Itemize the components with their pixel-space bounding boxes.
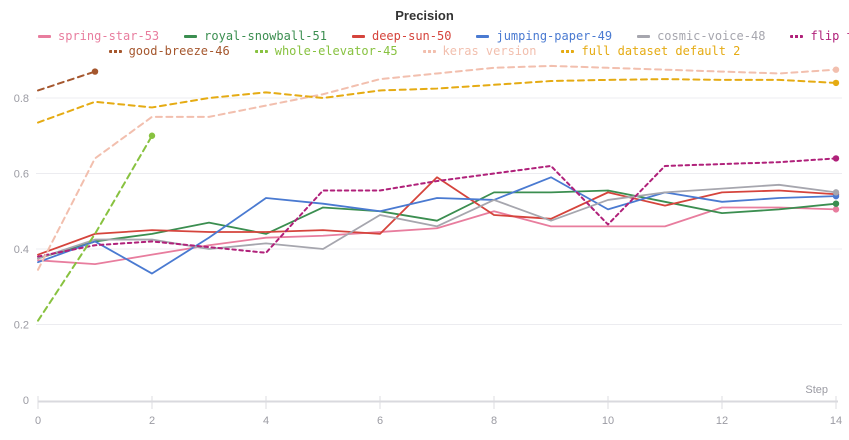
- chart-title: Precision: [395, 8, 454, 23]
- legend-item-flip-train-and-valid-sample[interactable]: flip train and valid sample: [790, 29, 849, 43]
- series-end-dot-flip-train-and-valid-sample: [832, 155, 840, 162]
- chart-legend-row-1: spring-star-53 royal-snowball-51 deep-sun-…: [0, 29, 849, 43]
- series-end-dot-cosmic-voice-48: [832, 189, 840, 196]
- legend-item-good-breeze-46[interactable]: good-breeze-46: [108, 44, 230, 58]
- series-end-dot-royal-snowball-51: [832, 200, 840, 207]
- legend-item-cosmic-voice-48[interactable]: cosmic-voice-48: [637, 29, 765, 43]
- svg-text:14: 14: [830, 415, 842, 427]
- series-flip-train-and-valid-sample: [37, 155, 840, 258]
- solid-line-swatch-icon: [351, 34, 365, 38]
- series-end-dot-good-breeze-46: [91, 68, 99, 75]
- x-axis: [37, 396, 838, 409]
- legend-label: royal-snowball-51: [204, 29, 327, 43]
- dashed-line-swatch-icon: [108, 49, 122, 53]
- series-keras-version: [37, 64, 840, 271]
- legend-label: flip train and valid sample: [810, 29, 849, 43]
- series-end-dot-spring-star-53: [832, 206, 840, 213]
- legend-label: cosmic-voice-48: [657, 29, 766, 43]
- svg-text:0.2: 0.2: [14, 320, 29, 332]
- legend-label: whole-elevator-45: [274, 44, 398, 58]
- solid-line-swatch-icon: [38, 34, 51, 38]
- solid-line-swatch-icon: [637, 34, 651, 38]
- series-end-dot-full-dataset-default-2: [832, 79, 840, 87]
- series-whole-elevator-45: [37, 132, 156, 322]
- svg-text:12: 12: [716, 415, 728, 427]
- legend-label: full dataset default 2: [581, 44, 741, 58]
- svg-text:0.4: 0.4: [14, 244, 29, 256]
- legend-label: good-breeze-46: [128, 44, 230, 58]
- svg-text:8: 8: [491, 415, 497, 427]
- svg-text:10: 10: [602, 415, 614, 427]
- legend-label: jumping-paper-49: [496, 29, 613, 43]
- series-end-dot-keras-version: [832, 66, 840, 73]
- gridlines: [36, 97, 842, 325]
- dashed-line-swatch-icon: [561, 49, 575, 53]
- solid-line-swatch-icon: [476, 34, 490, 38]
- legend-item-royal-snowball-51[interactable]: royal-snowball-51: [184, 29, 327, 43]
- series-full-dataset-default-2: [37, 78, 840, 124]
- legend-item-whole-elevator-45[interactable]: whole-elevator-45: [254, 44, 398, 58]
- svg-text:0: 0: [23, 395, 29, 407]
- legend-label: keras version: [442, 44, 537, 58]
- legend-label: spring-star-53: [58, 29, 160, 43]
- series-good-breeze-46: [37, 68, 99, 92]
- dashed-line-swatch-icon: [422, 49, 436, 53]
- legend-item-deep-sun-50[interactable]: deep-sun-50: [351, 29, 452, 43]
- svg-text:0.6: 0.6: [14, 169, 29, 181]
- legend-item-jumping-paper-49[interactable]: jumping-paper-49: [476, 29, 612, 43]
- x-axis-title: Step: [805, 384, 828, 396]
- y-axis-labels: 0 0.2 0.4 0.6 0.8: [14, 93, 29, 407]
- legend-item-full-dataset-default-2[interactable]: full dataset default 2: [561, 44, 740, 58]
- svg-text:4: 4: [263, 415, 269, 427]
- solid-line-swatch-icon: [184, 34, 198, 38]
- dashed-line-swatch-icon: [790, 34, 804, 38]
- series-cosmic-voice-48: [37, 183, 840, 260]
- series-end-dot-whole-elevator-45: [148, 132, 156, 139]
- x-axis-labels: 0 2 4 6 8 10 12 14: [35, 415, 842, 427]
- dashed-line-swatch-icon: [254, 49, 268, 53]
- legend-item-spring-star-53[interactable]: spring-star-53: [38, 29, 159, 43]
- svg-text:0: 0: [35, 415, 41, 427]
- chart-legend-row-2: good-breeze-46 whole-elevator-45 keras ver…: [0, 44, 849, 58]
- series-spring-star-53: [37, 206, 840, 266]
- svg-text:6: 6: [377, 415, 383, 427]
- legend-item-keras-version[interactable]: keras version: [422, 44, 537, 58]
- svg-text:0.8: 0.8: [14, 93, 29, 105]
- legend-label: deep-sun-50: [371, 29, 452, 43]
- svg-text:2: 2: [149, 415, 155, 427]
